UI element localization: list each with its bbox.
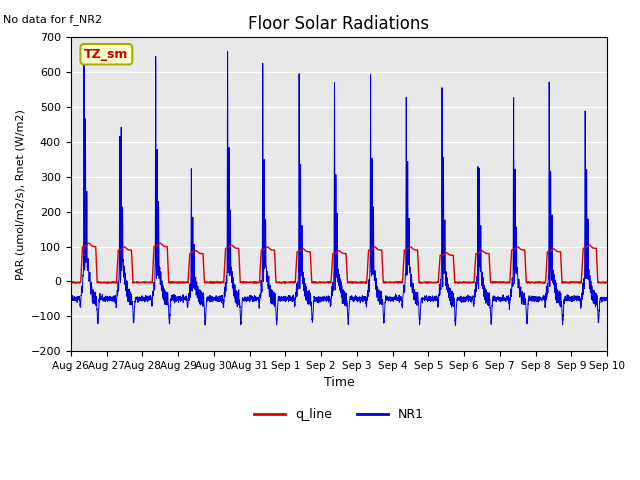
q_line <box>603 279 611 285</box>
Title: Floor Solar Radiations: Floor Solar Radiations <box>248 15 429 33</box>
q_line <box>460 279 467 285</box>
Y-axis label: PAR (umol/m2/s), Rnet (W/m2): PAR (umol/m2/s), Rnet (W/m2) <box>15 109 25 280</box>
NR1 <box>319 294 326 300</box>
NR1 <box>429 299 437 304</box>
X-axis label: Time: Time <box>323 376 355 389</box>
Line: NR1: NR1 <box>71 51 607 325</box>
Legend: q_line, NR1: q_line, NR1 <box>249 404 429 427</box>
q_line <box>319 279 326 285</box>
q_line <box>348 280 356 286</box>
NR1 <box>452 323 460 328</box>
NR1 <box>163 301 171 307</box>
q_line <box>67 280 75 286</box>
NR1 <box>224 48 232 54</box>
q_line <box>490 279 497 285</box>
NR1 <box>603 297 611 302</box>
NR1 <box>460 299 467 305</box>
q_line <box>603 280 611 286</box>
Text: No data for f_NR2: No data for f_NR2 <box>3 14 102 25</box>
NR1 <box>603 295 611 300</box>
q_line <box>84 240 92 246</box>
q_line <box>163 244 171 250</box>
Text: TZ_sm: TZ_sm <box>84 48 129 61</box>
q_line <box>429 279 437 285</box>
Line: q_line: q_line <box>71 243 607 283</box>
NR1 <box>67 297 75 302</box>
NR1 <box>490 296 497 302</box>
